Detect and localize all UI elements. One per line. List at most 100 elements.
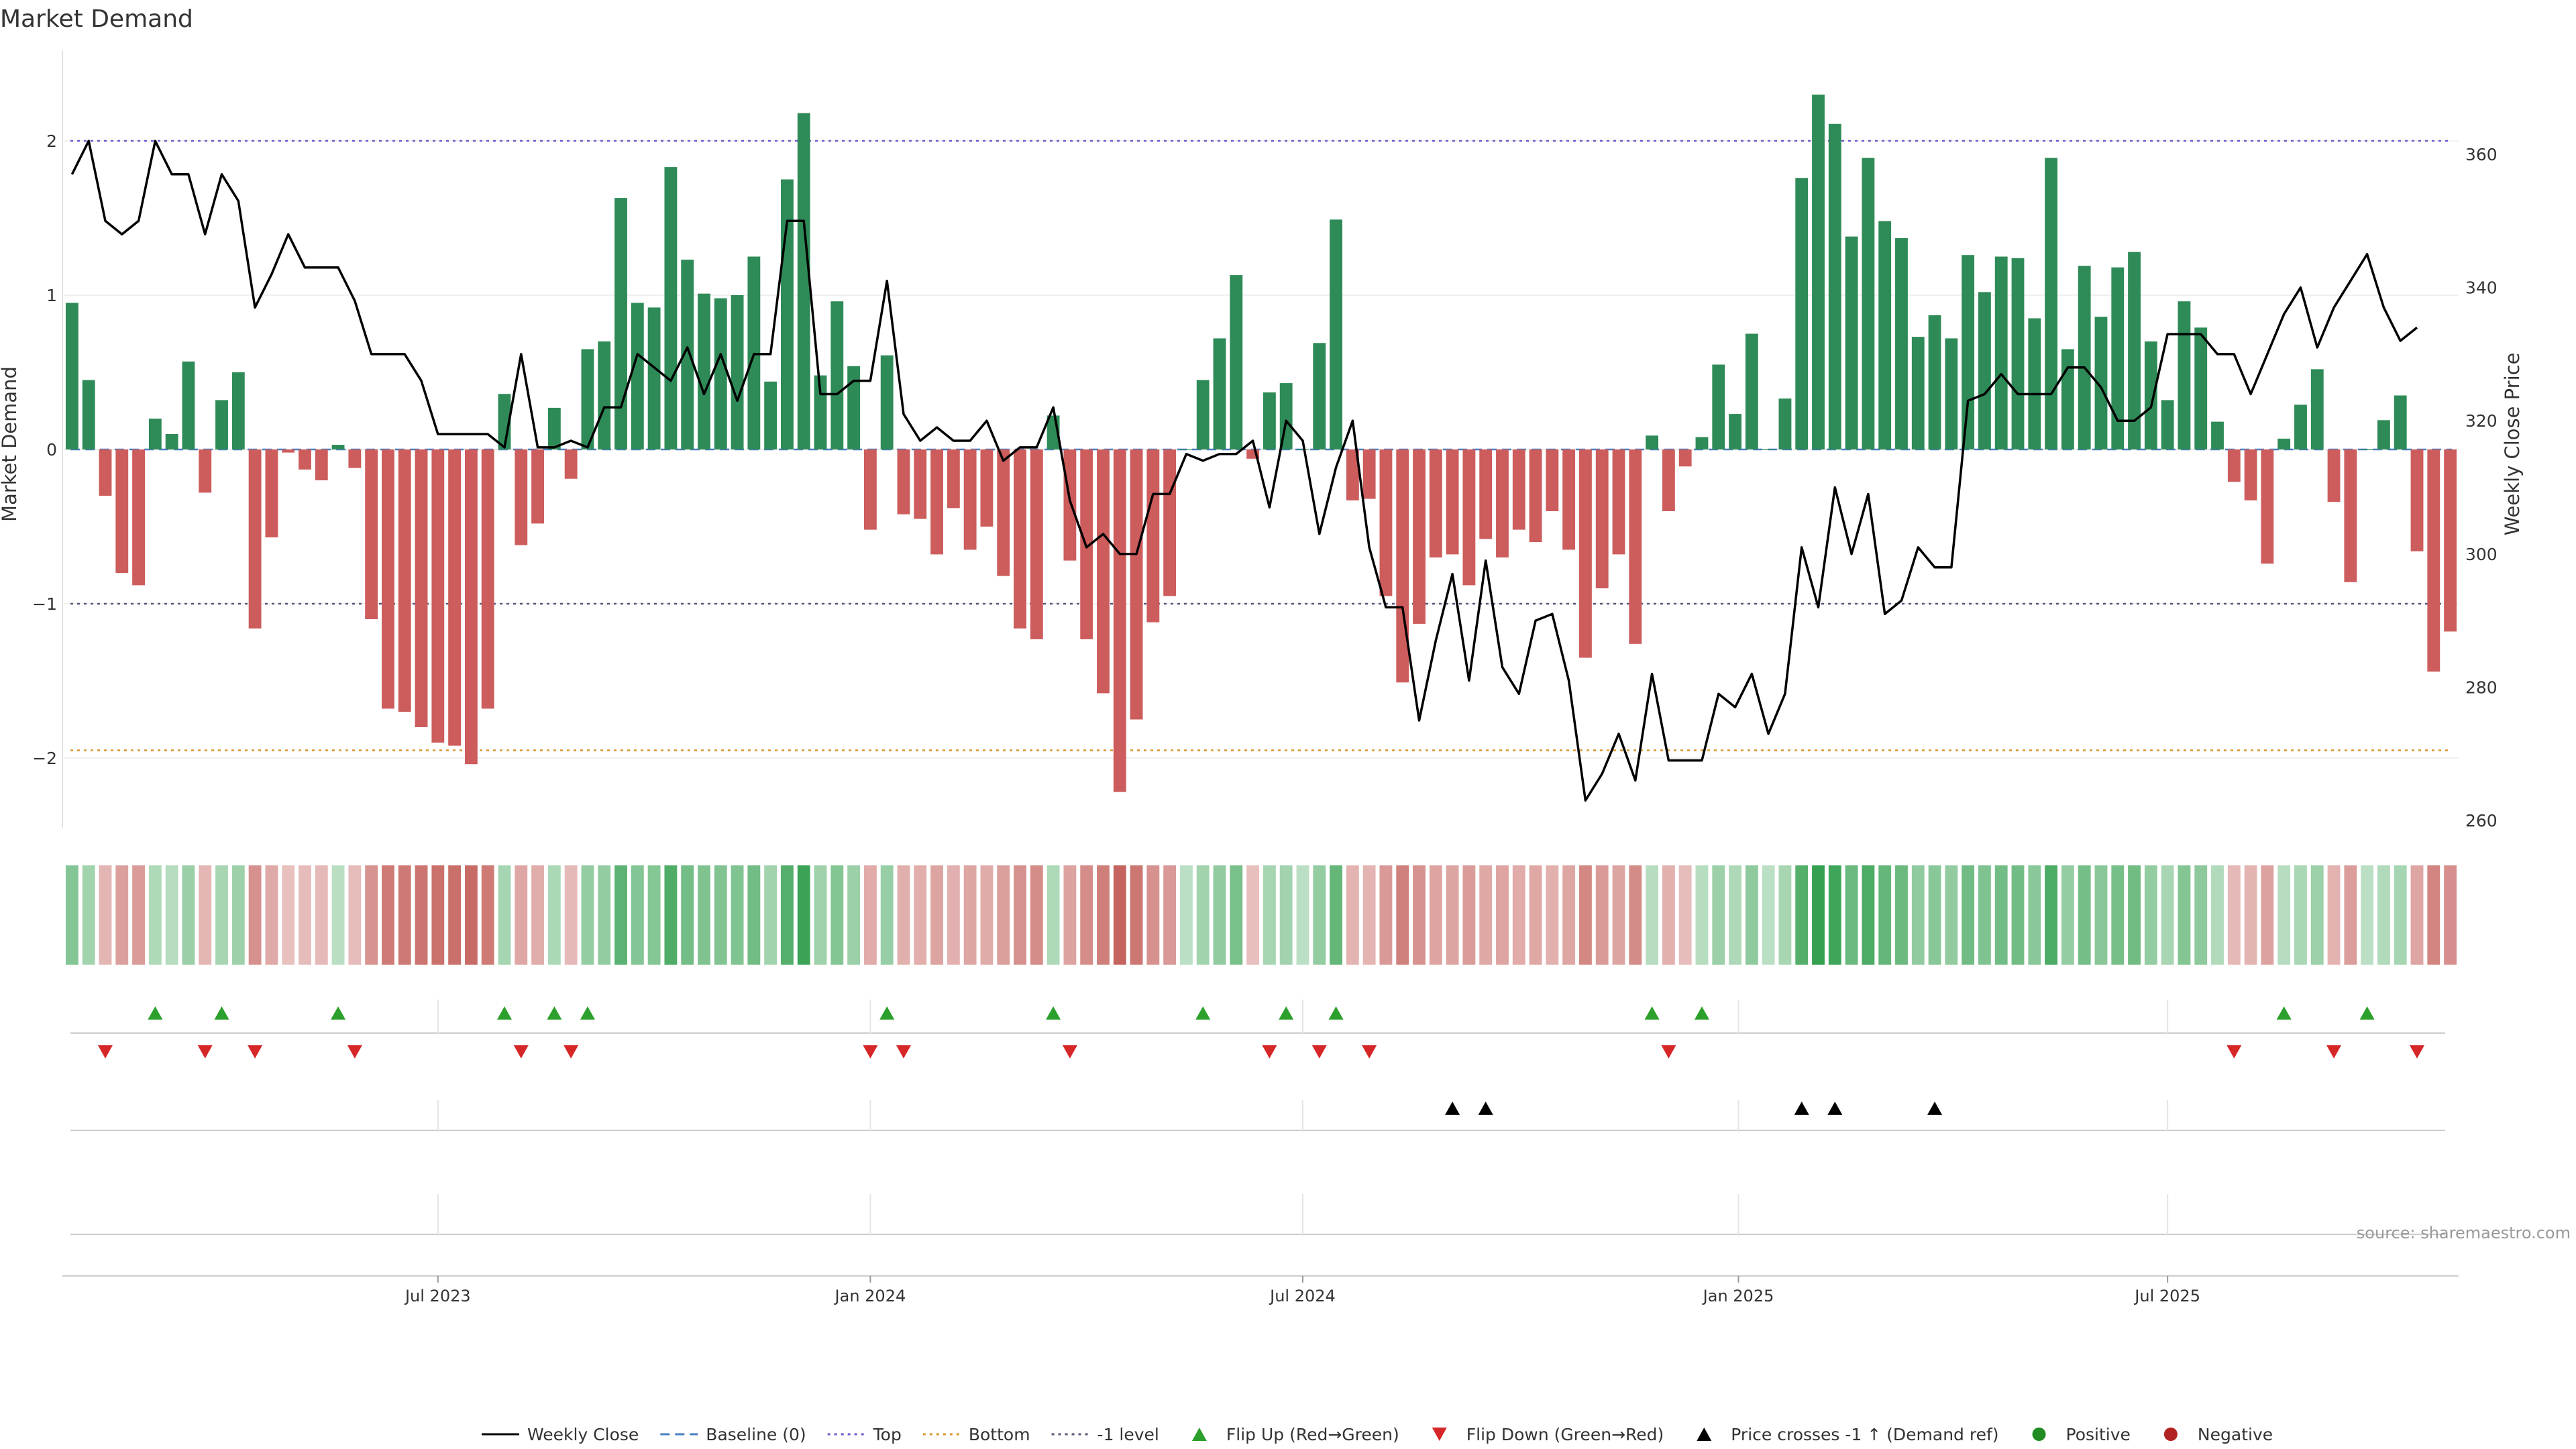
flip-down-marker (863, 1045, 878, 1059)
heat-cell (1945, 865, 1958, 965)
heat-cell (1828, 865, 1841, 965)
flip-up-marker (1694, 1006, 1709, 1020)
demand-bar (731, 295, 744, 449)
demand-bar (2211, 421, 2224, 449)
heat-cell (1362, 865, 1376, 965)
heat-cell (1546, 865, 1559, 965)
demand-bar (1895, 237, 1908, 449)
demand-bar (1812, 95, 1825, 449)
heat-cell (1462, 865, 1476, 965)
heat-cell (1279, 865, 1293, 965)
y-tick-label: 0 (46, 440, 57, 460)
flip-up-marker (580, 1006, 595, 1020)
y2-tick-label: 280 (2465, 678, 2498, 697)
legend-label: Weekly Close (527, 1425, 639, 1444)
demand-bar (1994, 256, 2008, 449)
heat-cell (1762, 865, 1775, 965)
legend-label: Positive (2066, 1425, 2131, 1444)
heat-cell (515, 865, 528, 965)
heat-cell (980, 865, 994, 965)
heat-cell (365, 865, 378, 965)
demand-bar (564, 449, 578, 479)
demand-bar (1330, 219, 1342, 449)
demand-bar (2261, 449, 2274, 564)
demand-bar (1180, 449, 1193, 450)
demand-bar (215, 400, 228, 449)
price-cross-marker (1827, 1102, 1843, 1115)
demand-bar (1113, 449, 1126, 792)
heat-cell (1928, 865, 1941, 965)
demand-bar (880, 355, 894, 449)
heat-cell (415, 865, 428, 965)
heat-cell (2028, 865, 2041, 965)
heat-cell (2094, 865, 2108, 965)
heat-cell (747, 865, 761, 965)
demand-bar (963, 449, 977, 550)
heat-cell (1263, 865, 1276, 965)
heat-cell (1446, 865, 1459, 965)
heat-cell (764, 865, 777, 965)
demand-bar (1546, 449, 1559, 511)
demand-bar (1662, 449, 1675, 511)
weekly-close-line (70, 140, 2418, 802)
heat-cell (1046, 865, 1060, 965)
event-marker-panels (62, 1000, 2459, 1277)
demand-bar (1313, 343, 1326, 449)
demand-bar (1579, 449, 1592, 658)
demand-bar (1862, 158, 1875, 450)
demand-bar (2161, 400, 2174, 449)
heat-cell (2227, 865, 2241, 965)
flip-down-marker (97, 1045, 113, 1059)
heat-cell (99, 865, 112, 965)
demand-bar (1629, 449, 1642, 644)
heat-cell (1678, 865, 1692, 965)
demand-bar (863, 449, 877, 530)
legend-label: Price crosses -1 ↑ (Demand ref) (1731, 1425, 1998, 1444)
heat-cell (1413, 865, 1426, 965)
demand-bar (82, 380, 95, 449)
demand-bar (1030, 449, 1043, 639)
demand-bar (531, 449, 544, 524)
demand-bar (1595, 449, 1609, 588)
legend-item: Negative (2163, 1425, 2273, 1444)
heat-cell (1579, 865, 1592, 965)
heat-cell (2410, 865, 2424, 965)
demand-bar (331, 445, 345, 449)
demand-bar (398, 449, 411, 712)
heat-cell (2444, 865, 2457, 965)
y-tick-label: −1 (32, 594, 57, 614)
heat-cell (1512, 865, 1525, 965)
heat-cell (1313, 865, 1326, 965)
heat-cell (1695, 865, 1709, 965)
heat-cell (448, 865, 462, 965)
y-tick-label: 2 (46, 131, 57, 151)
legend-item: Top (827, 1425, 902, 1444)
y2-tick-label: 360 (2465, 145, 2498, 164)
flip-down-marker (896, 1045, 911, 1059)
flip-up-marker (496, 1006, 512, 1020)
demand-bar (1845, 236, 1858, 449)
demand-bar (1778, 398, 1792, 449)
heat-cell (331, 865, 345, 965)
demand-bar (797, 113, 810, 449)
heat-cell (1745, 865, 1758, 965)
heat-cell (2261, 865, 2274, 965)
heat-cell (1962, 865, 1975, 965)
demand-bar (1346, 449, 1359, 500)
heat-cell (1146, 865, 1160, 965)
demand-bar (1379, 449, 1393, 596)
demand-bar (1196, 380, 1210, 449)
flip-down-marker (2410, 1045, 2425, 1059)
heat-cell (1346, 865, 1359, 965)
demand-bar (1462, 449, 1476, 586)
heat-cell (2244, 865, 2257, 965)
demand-bar (1213, 338, 1226, 449)
demand-bar (65, 303, 78, 449)
heat-cell (2394, 865, 2407, 965)
demand-bar (2045, 158, 2058, 450)
heat-cell (1662, 865, 1675, 965)
heat-cell (115, 865, 129, 965)
x-tick-label: Jan 2025 (1702, 1287, 1774, 1305)
demand-bar (614, 198, 627, 449)
demand-bar (1529, 449, 1542, 542)
